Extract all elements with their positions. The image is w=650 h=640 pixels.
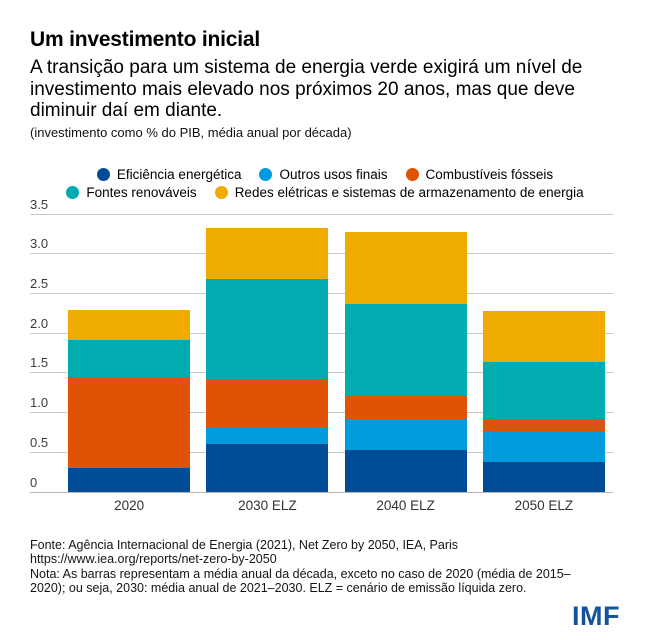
gridline	[30, 213, 613, 215]
bar-2050-elz	[482, 311, 605, 492]
legend-dot-icon	[96, 167, 110, 181]
legend-dot-icon	[259, 167, 273, 181]
bar-segment	[344, 396, 467, 420]
note-text: Nota: As barras representam a média anua…	[30, 566, 571, 596]
legend-row: Eficiência energética Outros usos finais C…	[30, 167, 620, 182]
legend-dot-icon	[214, 185, 228, 199]
footer: Fonte: Agência Internacional de Energia …	[30, 538, 620, 596]
bar-segment	[68, 339, 191, 378]
page-title: Um investimento inicial	[30, 28, 260, 51]
bar-slot	[475, 214, 613, 492]
source-line: Fonte: Agência Internacional de Energia …	[30, 537, 459, 552]
legend-dot-icon	[405, 167, 419, 181]
x-tick-label: 2020	[114, 497, 145, 513]
unit-note: (investimento como % do PIB, média anual…	[30, 124, 352, 140]
bar-slot	[60, 214, 198, 492]
legend-item: Fontes renováveis	[66, 184, 197, 200]
bar-segment	[344, 419, 467, 451]
legend-item: Outros usos finais	[259, 166, 388, 182]
y-tick-label: 2.5	[30, 275, 49, 291]
gridline	[30, 491, 613, 493]
y-tick-label: 1.0	[30, 395, 49, 411]
bar-segment	[68, 310, 191, 340]
bar-2040-elz	[344, 231, 467, 492]
legend-item: Redes elétricas e sistemas de armazename…	[214, 184, 584, 200]
imf-logo: IMF	[572, 601, 620, 631]
bar-slot	[198, 214, 336, 492]
legend-label: Combustíveis fósseis	[425, 166, 554, 182]
x-axis: 2020 2030 ELZ 2040 ELZ 2050 ELZ	[60, 498, 613, 513]
bars-layer	[60, 214, 613, 492]
bar-segment	[482, 462, 605, 492]
chart-subtitle: A transição para um sistema de energia v…	[30, 57, 583, 121]
bar-2020	[68, 310, 191, 492]
legend-row: Fontes renováveis Redes elétricas e siste…	[30, 185, 620, 200]
bar-segment	[206, 427, 329, 444]
bar-segment	[344, 304, 467, 397]
legend-label: Outros usos finais	[279, 166, 388, 182]
y-tick-label: 3.0	[30, 236, 49, 252]
x-tick-label: 2040 ELZ	[376, 497, 435, 513]
y-tick-label: 0.5	[30, 434, 49, 450]
bar-segment	[206, 227, 329, 280]
legend-label: Eficiência energética	[116, 166, 242, 182]
x-tick-label: 2030 ELZ	[238, 497, 297, 513]
legend-label: Fontes renováveis	[86, 184, 197, 200]
bar-segment	[482, 362, 605, 420]
bar-segment	[206, 378, 329, 428]
bar-segment	[344, 450, 467, 492]
bar-segment	[482, 311, 605, 363]
bar-segment	[482, 431, 605, 463]
y-tick-label: 1.5	[30, 355, 49, 371]
bar-segment	[344, 231, 467, 305]
source-url: https://www.iea.org/reports/net-zero-by-…	[30, 552, 277, 566]
bar-segment	[68, 467, 191, 492]
x-tick-label: 2050 ELZ	[514, 497, 574, 513]
y-tick-label: 3.5	[30, 196, 49, 212]
y-tick-label: 2.0	[30, 315, 49, 331]
bar-segment	[206, 443, 329, 492]
bar-segment	[482, 419, 605, 432]
bar-segment	[68, 377, 191, 468]
legend-item: Eficiência energética	[96, 166, 242, 182]
chart-legend: Eficiência energética Outros usos finais C…	[30, 167, 620, 200]
legend-dot-icon	[66, 185, 80, 199]
legend-label: Redes elétricas e sistemas de armazename…	[234, 184, 584, 200]
stacked-bar-chart: 3.5 3.0 2.5 2.0 1.5 1.0 0.5 0 2020 2030 ELZ 2040 …	[30, 197, 613, 516]
bar-2030-elz	[206, 227, 329, 492]
bar-segment	[206, 279, 329, 379]
legend-item: Combustíveis fósseis	[405, 166, 554, 182]
bar-slot	[337, 214, 475, 492]
y-tick-label: 0	[30, 474, 38, 490]
